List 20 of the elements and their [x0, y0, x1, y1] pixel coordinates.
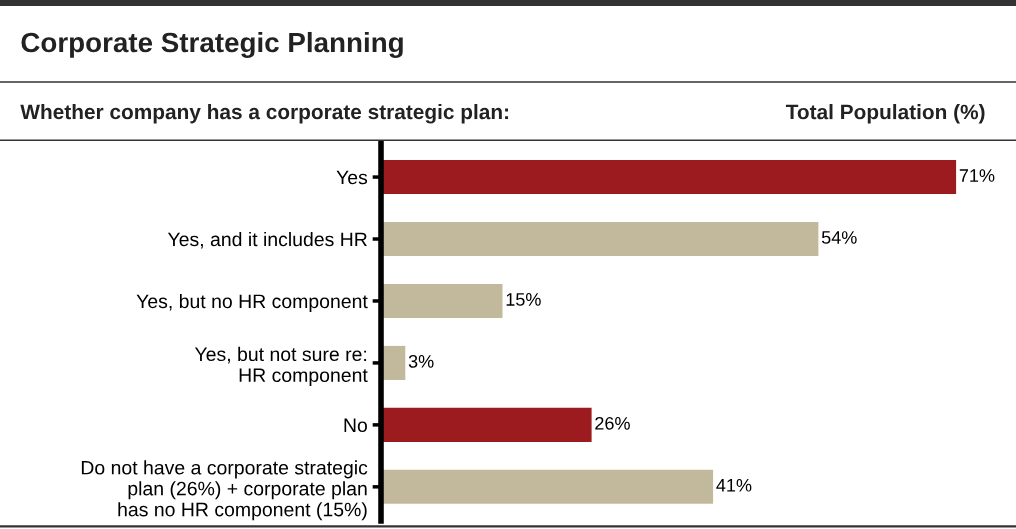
chart-title: Corporate Strategic Planning — [21, 31, 403, 58]
bar — [381, 221, 819, 257]
data-label: 15% — [506, 293, 541, 306]
data-label: 54% — [821, 231, 857, 244]
y-tick-label: Yes — [336, 170, 368, 185]
bar — [381, 160, 957, 195]
y-tick-label: No — [344, 418, 367, 433]
y-tick-label: Yes, but not sure re: HR component — [194, 346, 368, 386]
data-label: 41% — [716, 478, 752, 492]
data-label: 3% — [408, 354, 434, 368]
chart-subtitle: Whether company has a corporate strategic plan: — [20, 103, 509, 124]
bar — [381, 283, 503, 319]
y-tick-label: Yes, but no HR component — [136, 293, 368, 313]
data-label: 71% — [959, 169, 995, 182]
y-tick-label: Do not have a corporate strategic plan (26%) + corporate plan has no HR component (15%) — [81, 460, 368, 521]
bar — [381, 407, 592, 442]
y-tick-label: Yes, and it includes HR — [167, 231, 367, 249]
data-label: 26% — [595, 416, 630, 430]
bar — [381, 469, 714, 504]
x-axis-title: Total Population (%) — [785, 104, 985, 124]
